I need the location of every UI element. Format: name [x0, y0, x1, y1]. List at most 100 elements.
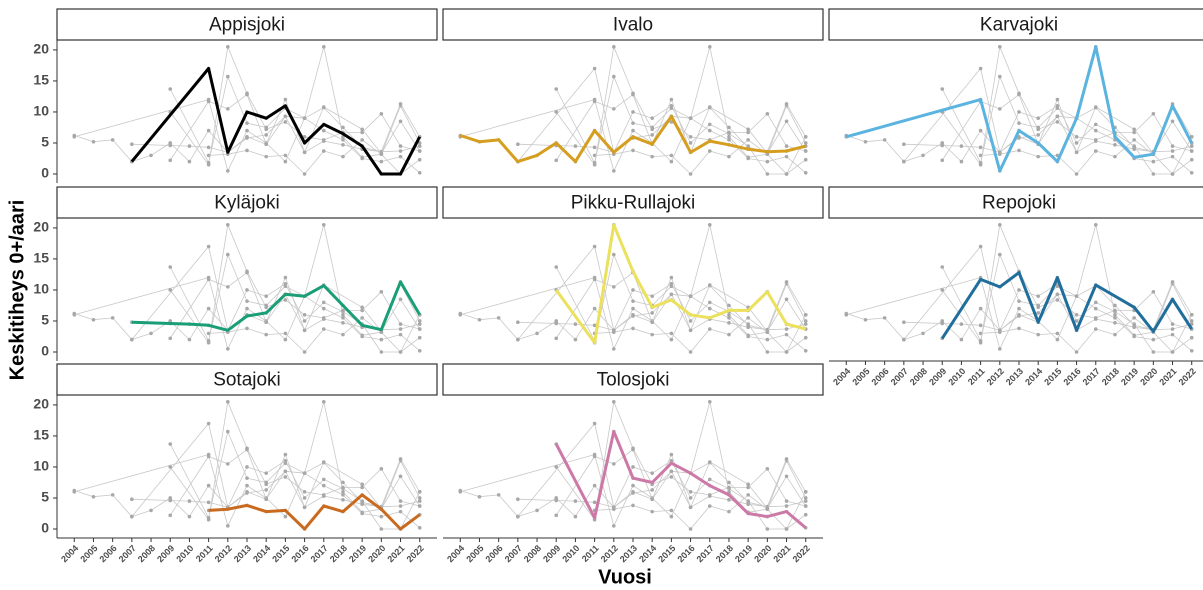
point — [283, 153, 288, 158]
point — [417, 170, 422, 175]
point — [669, 337, 674, 342]
point — [398, 102, 403, 106]
point — [341, 485, 345, 490]
point — [283, 514, 288, 519]
point — [784, 457, 789, 461]
point — [902, 320, 906, 325]
point — [688, 489, 693, 494]
x-tick-label: 2005 — [464, 543, 485, 564]
facet-title: Karvajoki — [980, 15, 1058, 36]
point — [554, 465, 559, 469]
point — [168, 143, 173, 148]
point — [1036, 133, 1040, 137]
point — [360, 127, 364, 132]
point — [341, 321, 345, 325]
point — [784, 499, 789, 503]
x-tick-label: 2004 — [59, 543, 80, 564]
point — [669, 514, 674, 519]
point — [226, 429, 230, 434]
point — [398, 499, 403, 503]
point — [554, 87, 559, 91]
point — [398, 119, 403, 124]
point — [746, 127, 750, 132]
point — [1151, 159, 1156, 164]
point — [592, 323, 597, 328]
context-line — [74, 224, 421, 350]
point — [283, 461, 288, 466]
x-tick-label: 2021 — [771, 543, 792, 564]
point — [669, 103, 674, 108]
point — [302, 328, 307, 333]
point — [784, 527, 789, 531]
y-tick-label: 20 — [33, 41, 49, 57]
point — [631, 326, 635, 331]
point — [688, 294, 693, 298]
point — [321, 105, 326, 109]
point — [803, 335, 808, 340]
point — [803, 499, 808, 503]
point — [688, 172, 693, 176]
point — [978, 161, 983, 165]
x-tick-label: 2020 — [752, 543, 773, 564]
point — [554, 158, 559, 163]
point — [1074, 294, 1079, 298]
point — [746, 156, 750, 161]
context-line — [594, 317, 806, 353]
facet-strip — [442, 8, 824, 41]
point — [669, 452, 674, 457]
point — [398, 297, 403, 302]
point — [1074, 319, 1079, 323]
x-tick-label: 2009 — [155, 543, 176, 564]
y-tick-label: 10 — [33, 103, 49, 119]
point — [803, 170, 808, 175]
point — [998, 74, 1002, 79]
point — [1170, 322, 1175, 326]
point — [245, 491, 249, 495]
point — [283, 120, 288, 124]
point — [360, 156, 364, 161]
point — [72, 312, 77, 317]
point — [592, 145, 597, 150]
point — [245, 270, 249, 275]
point — [417, 335, 422, 340]
point — [688, 328, 693, 333]
x-tick-label: 2006 — [98, 543, 119, 564]
point — [1113, 143, 1117, 147]
point — [341, 493, 345, 497]
point — [727, 489, 731, 494]
point — [149, 153, 153, 158]
facet-strip — [828, 8, 1203, 41]
point — [398, 144, 403, 148]
point — [341, 312, 345, 317]
point — [1189, 170, 1194, 175]
x-tick-label: 2007 — [889, 366, 910, 387]
point — [592, 99, 597, 104]
point — [398, 154, 403, 159]
point — [1113, 316, 1117, 320]
point — [379, 112, 384, 116]
point — [669, 106, 674, 111]
point — [360, 482, 364, 487]
point — [264, 488, 268, 492]
point — [245, 136, 249, 140]
point — [1132, 323, 1136, 328]
point — [554, 319, 559, 323]
x-tick-label: 2014 — [637, 543, 658, 564]
point — [168, 141, 173, 145]
point — [727, 316, 731, 320]
point — [1074, 134, 1079, 139]
x-tick-label: 2016 — [289, 543, 310, 564]
point — [1017, 136, 1021, 140]
x-tick-label: 2012 — [985, 366, 1006, 387]
point — [206, 128, 211, 133]
point — [206, 145, 211, 150]
point — [959, 337, 964, 342]
point — [379, 152, 384, 156]
y-tick-label: 0 — [41, 520, 49, 536]
point — [1017, 326, 1021, 331]
context-line — [74, 401, 421, 527]
point — [302, 116, 307, 120]
point — [110, 138, 115, 142]
point — [283, 281, 288, 286]
context-line — [846, 46, 1193, 172]
